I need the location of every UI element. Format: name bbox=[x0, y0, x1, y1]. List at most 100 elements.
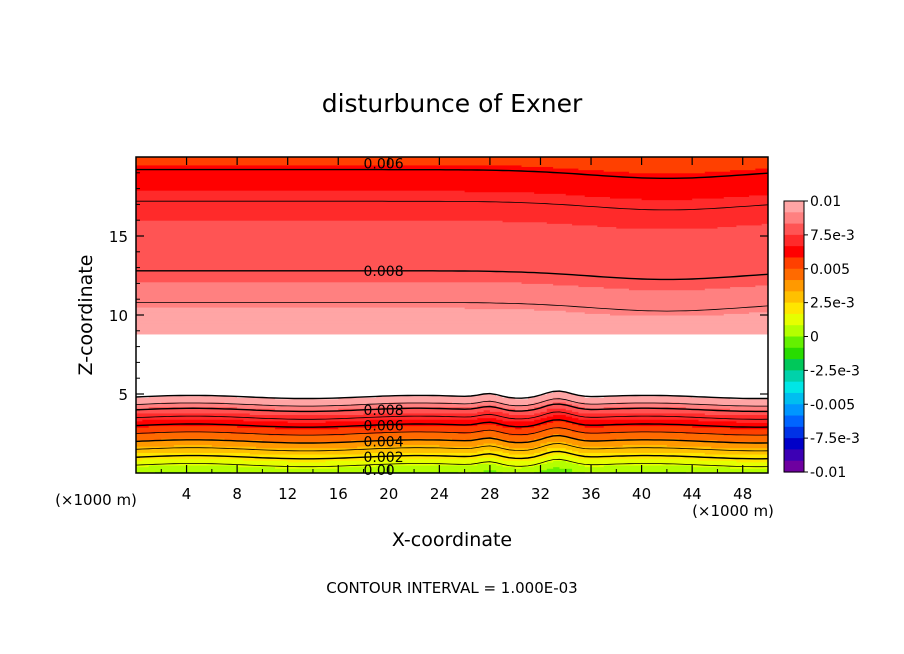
field-cell bbox=[136, 238, 768, 242]
field-cell bbox=[502, 219, 768, 223]
field-cell bbox=[723, 312, 768, 316]
field-cell bbox=[148, 406, 238, 409]
field-cell bbox=[136, 268, 768, 272]
field-cell bbox=[136, 333, 768, 337]
field-cell bbox=[439, 444, 478, 447]
field-cell bbox=[136, 455, 548, 458]
field-cell bbox=[578, 167, 756, 171]
field-cell bbox=[685, 431, 768, 434]
field-cell bbox=[730, 426, 768, 430]
field-cell bbox=[502, 450, 542, 453]
field-cell bbox=[736, 420, 768, 423]
field-cell bbox=[546, 407, 567, 411]
field-cell bbox=[136, 222, 573, 226]
field-cell bbox=[136, 360, 768, 363]
field-cell bbox=[136, 349, 768, 352]
contour-label: 0.008 bbox=[364, 403, 404, 419]
field-cell bbox=[136, 470, 156, 473]
field-cell bbox=[540, 417, 579, 420]
field-cell bbox=[136, 164, 523, 167]
field-cell bbox=[578, 463, 768, 466]
field-cell bbox=[136, 248, 768, 251]
field-cell bbox=[136, 380, 768, 384]
colorbar-swatch bbox=[784, 460, 804, 473]
field-cell bbox=[136, 265, 768, 269]
field-cell bbox=[628, 287, 706, 291]
field-cell bbox=[136, 467, 548, 471]
field-cell bbox=[136, 262, 768, 265]
field-cell bbox=[262, 439, 352, 442]
field-cell bbox=[142, 458, 245, 461]
field-cell bbox=[136, 382, 768, 386]
field-cell bbox=[136, 316, 768, 319]
field-cell bbox=[540, 463, 579, 466]
field-cell bbox=[496, 429, 542, 433]
field-cell bbox=[136, 211, 768, 215]
field-cell bbox=[136, 371, 768, 374]
field-cell bbox=[508, 412, 535, 416]
field-cell bbox=[136, 390, 554, 393]
field-cell bbox=[136, 418, 143, 422]
contour-line bbox=[136, 450, 768, 460]
field-cell bbox=[136, 205, 768, 209]
colorbar-swatch bbox=[784, 359, 804, 371]
field-cell bbox=[136, 279, 768, 283]
field-cell bbox=[527, 396, 554, 400]
field-cell bbox=[136, 412, 251, 416]
field-cell bbox=[578, 417, 768, 420]
field-cell bbox=[553, 401, 567, 404]
field-cell bbox=[136, 347, 768, 351]
field-cell bbox=[597, 224, 737, 228]
field-cell bbox=[136, 439, 263, 442]
field-cell bbox=[749, 311, 768, 314]
field-cell bbox=[565, 192, 768, 196]
field-cell bbox=[534, 464, 586, 468]
field-cell bbox=[641, 197, 693, 201]
colorbar-swatch bbox=[784, 212, 804, 225]
x-tick-label: 32 bbox=[531, 485, 550, 503]
field-cell bbox=[502, 401, 535, 404]
field-cell bbox=[136, 183, 768, 186]
contour-line bbox=[136, 168, 768, 180]
field-cell bbox=[534, 401, 554, 404]
field-cell bbox=[749, 194, 768, 197]
field-cell bbox=[136, 355, 768, 359]
field-cell bbox=[136, 344, 768, 348]
field-cell bbox=[508, 439, 529, 442]
contour-label: 0.00 bbox=[364, 463, 395, 479]
contour-interval-note: CONTOUR INTERVAL = 1.000E-03 bbox=[326, 579, 577, 597]
field-cell bbox=[534, 412, 706, 416]
y-axis: 5 10 15 bbox=[109, 172, 768, 458]
x-tick-label: 28 bbox=[480, 485, 499, 503]
y-tick-label: 10 bbox=[109, 307, 128, 325]
field-cell bbox=[136, 244, 768, 248]
field-cell bbox=[275, 407, 339, 411]
field-cell bbox=[136, 330, 768, 333]
field-cell bbox=[546, 409, 573, 412]
y-axis-label: Z-coordinate bbox=[75, 255, 97, 376]
field-cell bbox=[369, 418, 504, 422]
field-cell bbox=[325, 420, 554, 423]
field-cell bbox=[136, 273, 768, 276]
colorbar-swatch bbox=[784, 246, 804, 259]
x-tick-label: 36 bbox=[581, 485, 600, 503]
field-cell bbox=[572, 469, 768, 472]
field-cell bbox=[603, 286, 731, 289]
field-cell bbox=[704, 451, 768, 455]
field-cell bbox=[237, 425, 377, 428]
field-cell bbox=[578, 404, 768, 408]
field-cell bbox=[237, 395, 377, 398]
field-cell bbox=[136, 232, 768, 235]
contour-line bbox=[136, 301, 768, 312]
field-cell bbox=[388, 437, 453, 441]
field-cell bbox=[534, 458, 700, 461]
field-cell bbox=[730, 466, 768, 469]
field-cell bbox=[584, 194, 750, 197]
field-cell bbox=[136, 305, 768, 308]
colorbar-swatch bbox=[784, 404, 804, 417]
field-cell bbox=[477, 456, 497, 460]
field-cell bbox=[136, 254, 768, 258]
field-cell bbox=[704, 287, 768, 291]
field-cell bbox=[534, 395, 586, 398]
